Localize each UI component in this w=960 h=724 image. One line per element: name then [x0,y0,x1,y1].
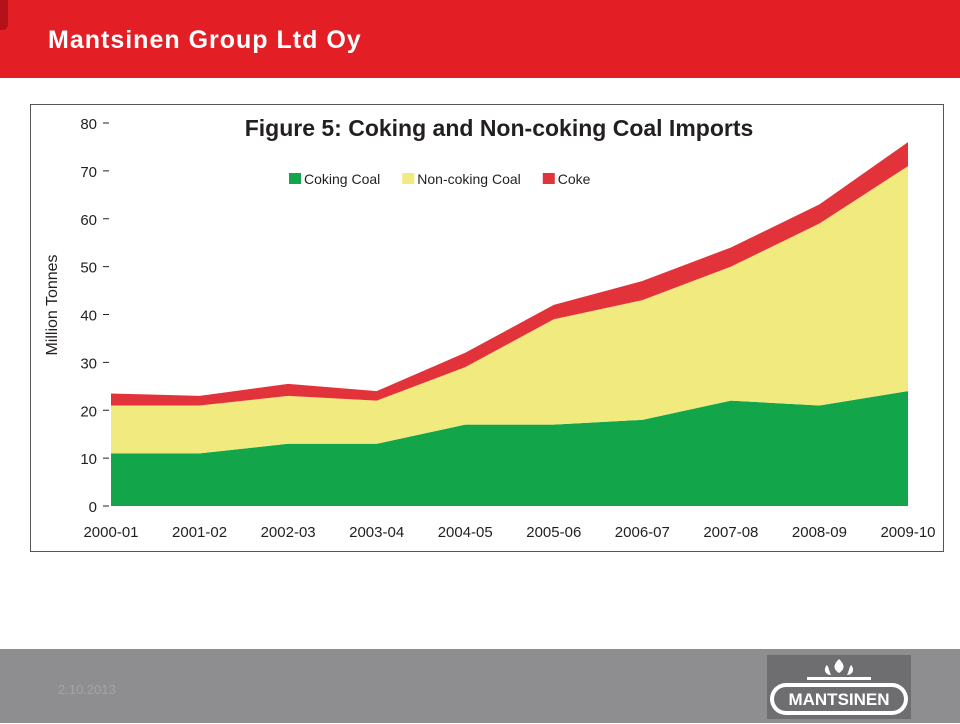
mantsinen-logo: MANTSINEN [767,655,911,719]
y-tick-label: 10 [80,451,97,468]
y-tick-label: 70 [80,164,97,181]
area-coking-coal [111,391,908,506]
x-tick-label: 2003-04 [349,524,404,541]
area-non-coking-coal [111,166,908,454]
x-tick-label: 2007-08 [703,524,758,541]
footer-date: 2.10.2013 [58,682,116,697]
chart-frame: Figure 5: Coking and Non-coking Coal Imp… [30,104,944,552]
legend-swatch-coke [542,173,555,184]
y-tick-label: 40 [80,308,97,325]
x-tick-label: 2000-01 [83,524,138,541]
header-notch [0,0,8,30]
y-tick-label: 0 [89,499,97,516]
footer-bar: 2.10.2013 MANTSINEN [0,649,960,723]
x-axis-ticks: 2000-01 2001-02 2002-03 2003-04 2004-05 2005-… [83,524,935,541]
y-tick-label: 50 [80,260,97,277]
page-title: Mantsinen Group Ltd Oy [48,26,362,54]
x-tick-label: 2001-02 [172,524,227,541]
header-bar: Mantsinen Group Ltd Oy [0,0,960,78]
y-axis-label: Million Tonnes [44,254,61,355]
x-tick-label: 2004-05 [438,524,493,541]
legend: Coking Coal Non-coking Coal Coke [289,171,591,187]
y-axis-ticks: 0 10 20 30 40 50 60 70 80 [80,116,109,516]
y-tick-label: 30 [80,355,97,372]
legend-label-non-coking-coal: Non-coking Coal [417,171,521,187]
chart-areas [111,142,908,506]
legend-label-coke: Coke [558,171,591,187]
coal-imports-chart: Figure 5: Coking and Non-coking Coal Imp… [44,115,936,541]
legend-swatch-coking-coal [289,173,301,184]
y-tick-label: 20 [80,403,97,420]
chart-title: Figure 5: Coking and Non-coking Coal Imp… [245,115,754,141]
x-tick-label: 2005-06 [526,524,581,541]
legend-swatch-non-coking-coal [402,173,415,184]
y-tick-label: 80 [80,116,97,133]
logo-text: MANTSINEN [788,690,889,709]
legend-label-coking-coal: Coking Coal [304,171,380,187]
x-tick-label: 2008-09 [792,524,847,541]
x-tick-label: 2006-07 [615,524,670,541]
x-tick-label: 2002-03 [261,524,316,541]
y-tick-label: 60 [80,212,97,229]
x-tick-label: 2009-10 [880,524,935,541]
